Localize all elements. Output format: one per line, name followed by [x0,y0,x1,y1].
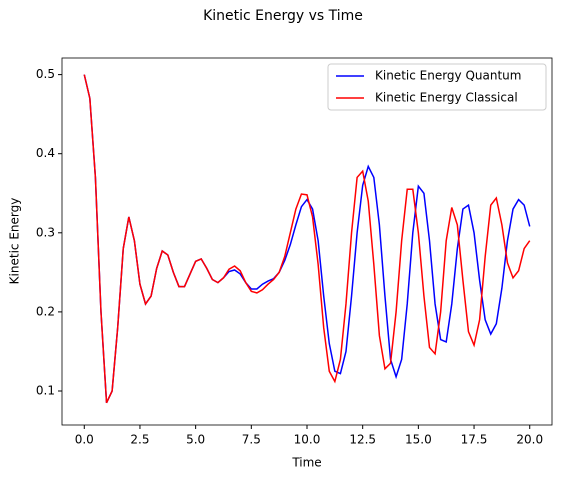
y-axis-label: Kinetic Energy [8,198,22,285]
y-tick-label: 0.3 [36,225,55,239]
x-tick-label: 12.5 [349,433,376,447]
series-line [83,74,531,404]
x-tick-label: 15.0 [405,433,432,447]
y-tick-label: 0.5 [36,67,55,81]
x-tick-label: 10.0 [294,433,321,447]
legend-label: Kinetic Energy Quantum [375,69,521,83]
axes-frame [61,57,553,426]
x-tick-label: 0.0 [75,433,94,447]
x-tick-label: 20.0 [516,433,543,447]
y-tick-label: 0.2 [36,304,55,318]
series-line [83,74,531,404]
x-axis-label: Time [291,456,321,470]
y-tick-label: 0.4 [36,146,55,160]
chart-title: Kinetic Energy vs Time [203,8,363,24]
y-tick-label: 0.1 [36,383,55,397]
x-tick-label: 7.5 [242,433,261,447]
x-tick-label: 17.5 [461,433,488,447]
x-tick-label: 2.5 [130,433,149,447]
legend-box [327,63,547,111]
legend-label: Kinetic Energy Classical [375,91,518,105]
x-tick-label: 5.0 [186,433,205,447]
